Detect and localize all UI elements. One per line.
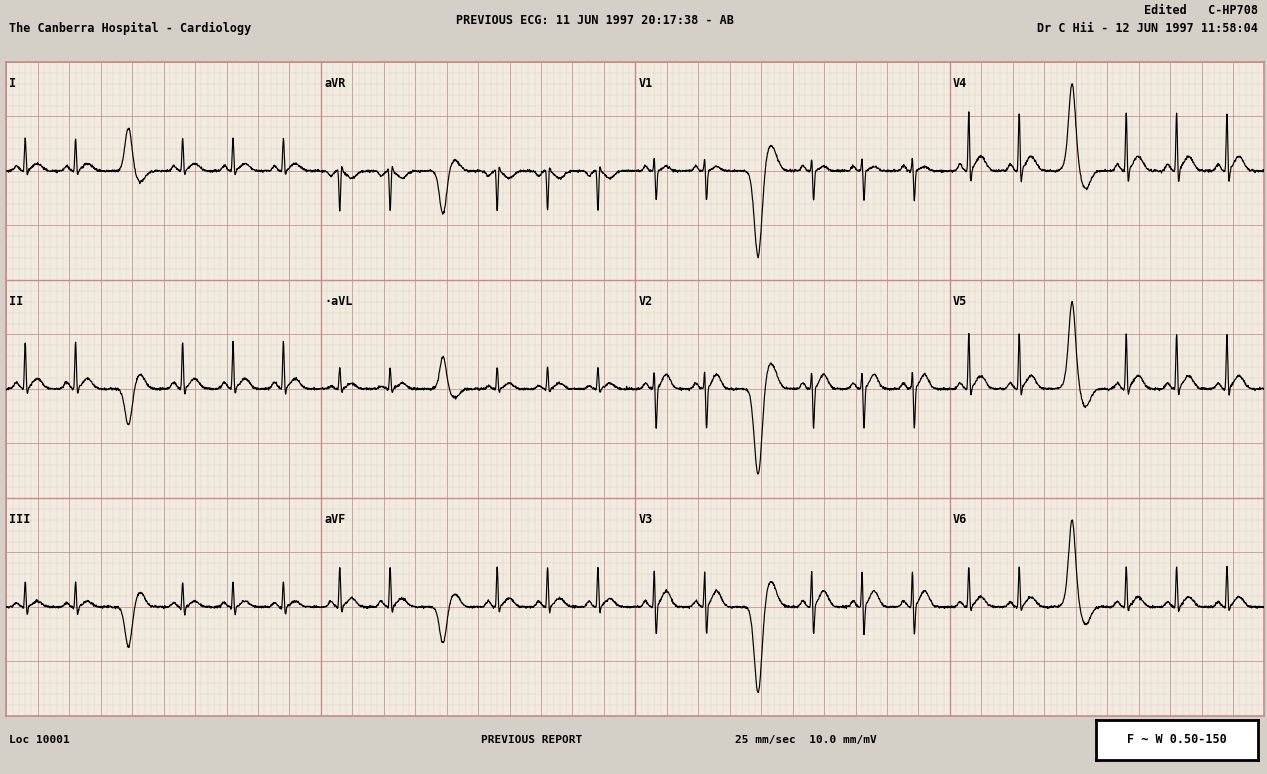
Text: ·aVL: ·aVL bbox=[324, 295, 352, 308]
Text: aVF: aVF bbox=[324, 513, 346, 526]
Text: I: I bbox=[9, 77, 16, 91]
Text: V1: V1 bbox=[639, 77, 653, 91]
Text: The Canberra Hospital - Cardiology: The Canberra Hospital - Cardiology bbox=[9, 22, 251, 35]
Text: V6: V6 bbox=[953, 513, 967, 526]
Text: Dr C Hii - 12 JUN 1997 11:58:04: Dr C Hii - 12 JUN 1997 11:58:04 bbox=[1038, 22, 1258, 35]
Text: III: III bbox=[9, 513, 30, 526]
Text: PREVIOUS ECG: 11 JUN 1997 20:17:38 - AB: PREVIOUS ECG: 11 JUN 1997 20:17:38 - AB bbox=[456, 14, 734, 27]
Text: V3: V3 bbox=[639, 513, 653, 526]
Text: Edited   C-HP708: Edited C-HP708 bbox=[1144, 4, 1258, 17]
Text: II: II bbox=[9, 295, 24, 308]
Text: V4: V4 bbox=[953, 77, 967, 91]
Text: 25 mm/sec  10.0 mm/mV: 25 mm/sec 10.0 mm/mV bbox=[735, 735, 877, 745]
Text: Loc 10001: Loc 10001 bbox=[9, 735, 70, 745]
Text: V5: V5 bbox=[953, 295, 967, 308]
Text: PREVIOUS REPORT: PREVIOUS REPORT bbox=[481, 735, 583, 745]
Text: F ~ W 0.50-150: F ~ W 0.50-150 bbox=[1128, 734, 1226, 746]
Text: V2: V2 bbox=[639, 295, 653, 308]
Text: aVR: aVR bbox=[324, 77, 346, 91]
